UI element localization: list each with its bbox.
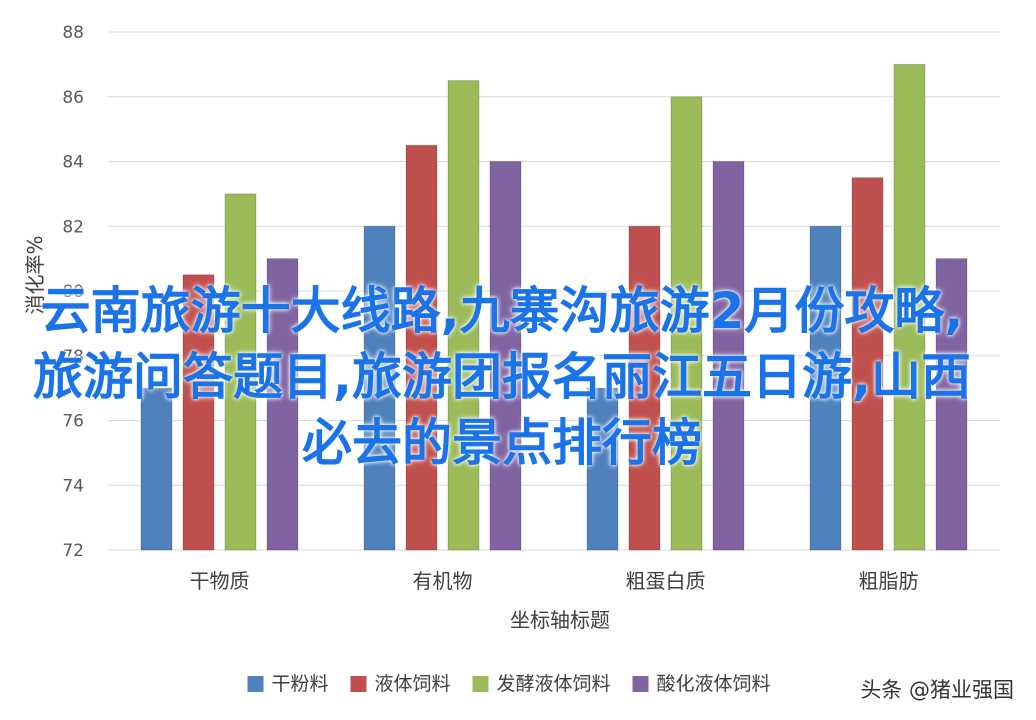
bar: [809, 225, 842, 551]
bar: [140, 387, 173, 551]
bar: [405, 144, 438, 551]
y-tick-label: 78: [62, 347, 84, 367]
bar: [224, 193, 257, 551]
gridlines: [108, 31, 1000, 551]
x-category-label: 粗蛋白质: [626, 569, 706, 593]
bar: [628, 225, 661, 551]
legend-label: 发酵液体饲料: [497, 673, 611, 695]
bar: [363, 225, 396, 551]
legend-swatch: [247, 676, 264, 692]
legend: 干粉料 液体饲料 发酵液体饲料 酸化液体饲料: [247, 673, 771, 695]
legend-label: 液体饲料: [375, 673, 451, 695]
bar: [586, 387, 619, 551]
bar: [182, 274, 215, 551]
y-axis-title: 消化率%: [23, 235, 47, 314]
y-tick-label: 74: [62, 476, 84, 496]
x-category-label: 干物质: [190, 569, 250, 593]
y-tick-label: 80: [62, 282, 84, 302]
legend-label: 酸化液体饲料: [657, 673, 771, 695]
bar: [893, 63, 926, 551]
bar: [447, 80, 480, 551]
bar: [670, 96, 703, 551]
y-tick-label: 72: [62, 541, 84, 561]
y-tick-label: 82: [62, 217, 84, 237]
bar: [712, 161, 745, 551]
bar: [851, 177, 884, 551]
y-axis-ticks: 72 74 76 78 80 82 84 86 88: [62, 23, 84, 561]
x-axis-categories: 干物质 有机物 粗蛋白质 粗脂肪: [190, 569, 919, 593]
x-axis-title: 坐标轴标题: [510, 608, 610, 632]
y-tick-label: 76: [62, 412, 84, 432]
legend-swatch: [472, 676, 489, 692]
overlay-caption: 云南旅游十大线路,九寨沟旅游2月份攻略,旅游问答题目,旅游团报名丽江五日游,山西…: [33, 282, 971, 472]
bar: [935, 258, 968, 551]
legend-swatch: [632, 676, 649, 692]
x-category-label: 有机物: [413, 569, 473, 593]
y-tick-label: 86: [62, 88, 84, 108]
y-tick-label: 88: [62, 23, 84, 43]
bars: [140, 63, 968, 551]
legend-label: 干粉料: [272, 673, 329, 695]
x-category-label: 粗脂肪: [859, 569, 919, 593]
bar: [489, 161, 522, 551]
legend-swatch: [350, 676, 367, 692]
watermark: 头条 @猪业强国: [854, 672, 1020, 706]
bar: [266, 258, 299, 551]
y-tick-label: 84: [62, 153, 84, 173]
